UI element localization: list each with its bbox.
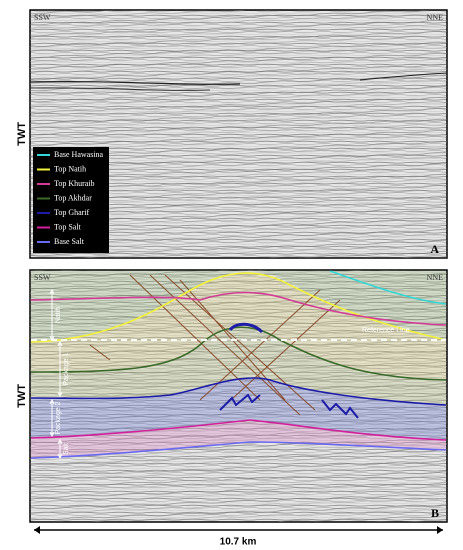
interval-label: Package 1: [63, 352, 70, 385]
panel-label: A: [430, 242, 439, 256]
axis-label: TWT: [16, 122, 28, 146]
interval-fill: [31, 272, 446, 380]
legend-label: Top Akhdar: [54, 193, 92, 202]
reflector: [29, 87, 211, 91]
scale-bar: 10.7 km: [34, 526, 443, 548]
salt-dome: [228, 322, 264, 334]
horizons: [30, 270, 447, 459]
interval-labels: Natih Package 1 Package 2 Salt: [49, 288, 70, 460]
interval-fill: [31, 271, 446, 342]
legend-label: Top Salt: [54, 222, 82, 231]
arrow-head: [49, 398, 55, 438]
horizon: [30, 326, 447, 381]
reference-line-label: Reference Line: [362, 327, 410, 334]
legend-label: Top Natih: [54, 164, 86, 173]
horizon: [30, 272, 447, 343]
legend-label: Top Khuraib: [54, 179, 95, 188]
legend-label: Base Salt: [54, 237, 85, 246]
panel-a: SSW NNE TWT Base Hawasina Top Natih Top Kh…: [16, 9, 448, 259]
horizon: [30, 291, 447, 326]
arrow-head: [57, 438, 63, 460]
panel-b: Reference Line Natih Package 1 Package 2 Sa…: [16, 269, 448, 523]
seismic-texture: [30, 270, 447, 522]
panel-label: B: [431, 506, 439, 520]
legend-label: Base Hawasina: [54, 150, 104, 159]
horizon: [30, 377, 447, 406]
legend-box: [33, 147, 109, 253]
interval-label: Natih: [55, 307, 62, 323]
horizon: [30, 419, 447, 441]
axis-label: TWT: [16, 384, 28, 408]
horizon: [329, 270, 447, 305]
legend: Base Hawasina Top Natih Top Khuraib Top Akh…: [37, 150, 104, 246]
direction-label: SSW: [34, 13, 51, 22]
direction-label: NNE: [427, 13, 444, 22]
arrow-head: [57, 340, 63, 398]
direction-label: SSW: [34, 273, 51, 282]
interval-label: Package 2: [55, 401, 62, 434]
arrow-head: [49, 288, 55, 342]
direction-label: NNE: [427, 273, 444, 282]
interval-fill: [31, 420, 446, 458]
reflector: [359, 72, 448, 81]
scale-label: 10.7 km: [220, 537, 257, 548]
interval-fill: [31, 327, 446, 405]
horizon: [30, 441, 447, 459]
fault-marker: [219, 393, 359, 419]
legend-label: Top Gharif: [54, 208, 90, 217]
interval-label: Salt: [63, 443, 70, 455]
interval-fill: [31, 377, 446, 440]
reflector: [29, 80, 241, 86]
